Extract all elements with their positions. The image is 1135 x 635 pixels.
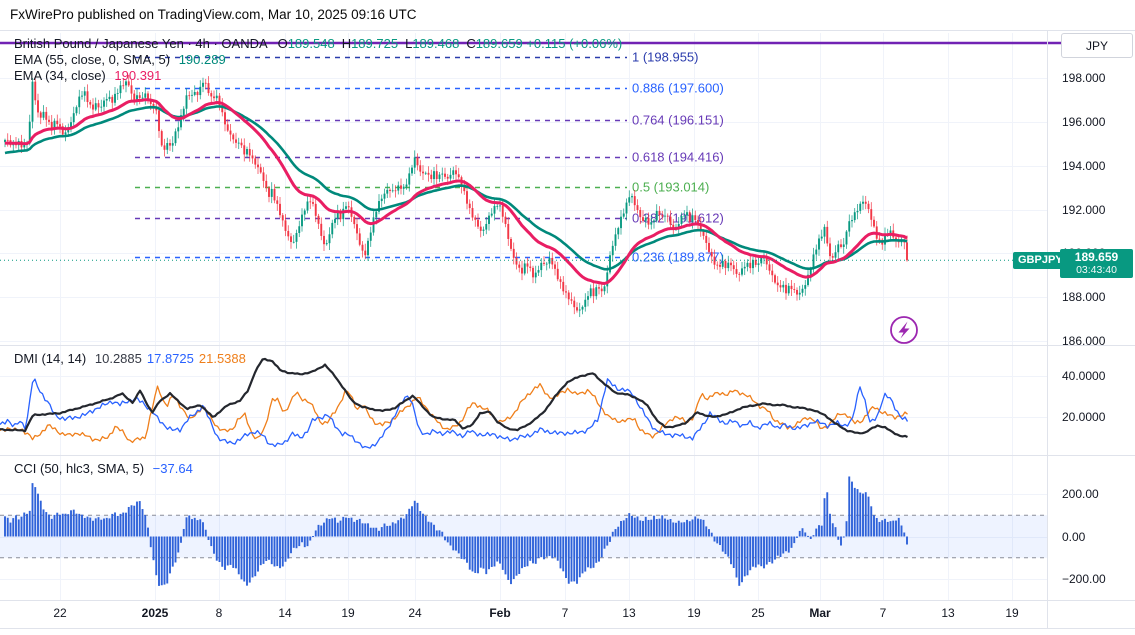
ohlc-value: 189.659: [475, 36, 523, 51]
ohlc-key: L: [405, 36, 413, 51]
time-tick-label: 19: [687, 606, 701, 620]
cci-band: [0, 514, 1047, 559]
ema34-value: 190.391: [114, 68, 162, 83]
dmi-name: DMI (14, 14): [14, 351, 87, 366]
symbol-price-badge: GBPJPY: [1013, 252, 1068, 269]
dmi-lines: [0, 357, 909, 449]
cci-tick-label: −200.00: [1062, 572, 1106, 586]
ohlc-value: 189.468: [412, 36, 460, 51]
dmi-tick-label: 20.0000: [1062, 410, 1106, 424]
time-tick-label: 13: [941, 606, 955, 620]
ohlc-value: 189.725: [351, 36, 399, 51]
fib-label: 1 (198.955): [632, 50, 699, 65]
dmi-values: 10.2885 17.8725 21.5388: [90, 351, 246, 366]
ohlc-key: H: [341, 36, 352, 51]
cci-name: CCI (50, hlc3, SMA, 5): [14, 461, 145, 476]
last-price-value: 189.659: [1074, 250, 1119, 264]
candles: [4, 74, 908, 318]
grid: [0, 33, 1047, 600]
time-tick-label: 7: [879, 606, 887, 620]
time-tick-label: 8: [215, 606, 223, 620]
pane-separators: [0, 30, 1135, 629]
price-tick-label: 198.000: [1062, 71, 1106, 85]
time-tick-label: 13: [622, 606, 636, 620]
time-tick-label: 7: [561, 606, 569, 620]
price-tick-label: 196.000: [1062, 115, 1106, 129]
cci-value: −37.64: [152, 461, 193, 476]
ohlc-value: 189.548: [287, 36, 335, 51]
currency-toggle-button[interactable]: JPY: [1061, 33, 1133, 58]
price-tick-label: 188.000: [1062, 290, 1106, 304]
time-axis[interactable]: 22 2025 8 14 19 24 Feb 7 13 19 25 Mar 7 13 19: [0, 600, 1135, 628]
time-tick-label: 22: [53, 606, 67, 620]
ohlc-values: O189.548 H189.725 L189.468 C189.659: [271, 36, 523, 51]
fib-label: 0.764 (196.151): [632, 113, 724, 128]
fib-label: 0.886 (197.600): [632, 81, 724, 96]
cci-tick-label: 0.00: [1062, 530, 1086, 544]
time-tick-label: 25: [751, 606, 765, 620]
ema55-name: EMA (55, close, 0, SMA, 5): [14, 52, 171, 67]
fib-label: 0.618 (194.416): [632, 150, 724, 165]
cci-histogram: [4, 476, 908, 586]
publication-caption: FxWirePro published on TradingView.com, …: [10, 7, 417, 22]
time-tick-label: 2025: [141, 606, 169, 620]
bar-countdown: 03:43:40: [1076, 264, 1117, 276]
ema34-name: EMA (34, close): [14, 68, 106, 83]
fib-label: 0.236 (189.877): [632, 250, 724, 265]
time-tick-label: 14: [278, 606, 292, 620]
ema34-legend-row[interactable]: EMA (34, close) 190.391: [14, 68, 161, 83]
ema-lines: [4, 98, 908, 285]
dmi-value: 10.2885: [94, 351, 142, 366]
ema55-value: 190.289: [178, 52, 226, 67]
time-tick-label: 19: [341, 606, 355, 620]
cci-legend-row[interactable]: CCI (50, hlc3, SMA, 5) −37.64: [14, 461, 193, 476]
time-tick-label: Mar: [809, 606, 831, 620]
cci-tick-label: 200.00: [1062, 487, 1099, 501]
change-value: +0.115 (+0.06%): [526, 36, 623, 51]
fib-retracement[interactable]: 1 (198.955) 0.886 (197.600) 0.764 (196.151…: [135, 50, 724, 265]
time-tick-label: 24: [408, 606, 422, 620]
price-tick-label: 194.000: [1062, 159, 1106, 173]
ohlc-key: C: [466, 36, 476, 51]
time-tick-label: 19: [1005, 606, 1019, 620]
dmi-legend-row[interactable]: DMI (14, 14) 10.2885 17.8725 21.5388: [14, 351, 246, 366]
price-tick-label: 192.000: [1062, 203, 1106, 217]
dmi-value: 17.8725: [146, 351, 194, 366]
time-tick-label: Feb: [489, 606, 511, 620]
symbol-legend-row[interactable]: British Pound / Japanese Yen · 4h · OAND…: [14, 36, 622, 51]
symbol-title: British Pound / Japanese Yen · 4h · OAND…: [14, 36, 267, 51]
ohlc-key: O: [277, 36, 288, 51]
ema55-legend-row[interactable]: EMA (55, close, 0, SMA, 5) 190.289: [14, 52, 226, 67]
dmi-tick-label: 40.0000: [1062, 369, 1106, 383]
dmi-value: 21.5388: [198, 351, 246, 366]
last-price-label: 189.659 03:43:40: [1060, 249, 1133, 278]
price-tick-label: 186.000: [1062, 334, 1106, 348]
lightning-icon[interactable]: [890, 316, 918, 344]
fib-label: 0.5 (193.014): [632, 180, 709, 195]
price-axis[interactable]: 198.000196.000194.000192.000190.000188.0…: [1048, 30, 1135, 600]
